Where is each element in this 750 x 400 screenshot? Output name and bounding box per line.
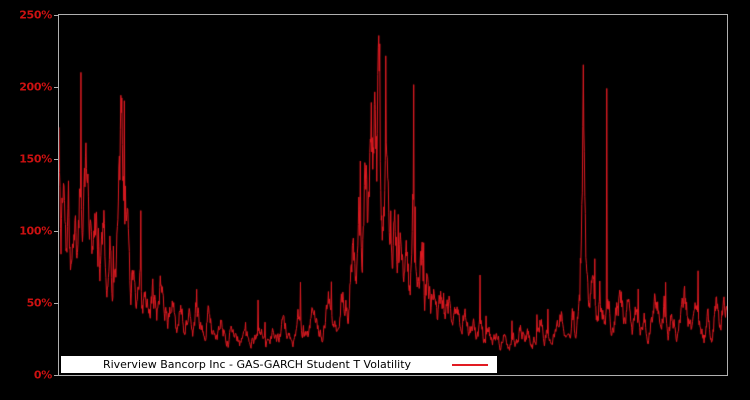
y-axis-tick-label: 200%	[19, 80, 52, 94]
y-axis-tick-label: 100%	[19, 224, 52, 238]
y-axis-tick-label: 150%	[19, 152, 52, 166]
legend-label: Riverview Bancorp Inc - GAS-GARCH Studen…	[102, 358, 412, 371]
y-axis-tick-mark	[54, 303, 58, 304]
legend-line-swatch	[452, 363, 488, 366]
y-axis-tick-mark	[54, 15, 58, 16]
y-axis-tick-label: 0%	[33, 368, 52, 382]
volatility-series-canvas	[59, 15, 727, 375]
y-axis-tick-label: 250%	[19, 8, 52, 22]
y-axis-tick-label: 50%	[26, 296, 53, 310]
y-axis-tick-mark	[54, 159, 58, 160]
y-axis-tick-mark	[54, 87, 58, 88]
y-axis-tick-labels: 0% 50% 100% 150% 200% 250%	[0, 0, 52, 400]
legend-box[interactable]: Riverview Bancorp Inc - GAS-GARCH Studen…	[61, 356, 497, 373]
y-axis-tick-mark	[54, 231, 58, 232]
y-axis-tick-mark	[54, 375, 58, 376]
plot-area	[58, 14, 728, 376]
